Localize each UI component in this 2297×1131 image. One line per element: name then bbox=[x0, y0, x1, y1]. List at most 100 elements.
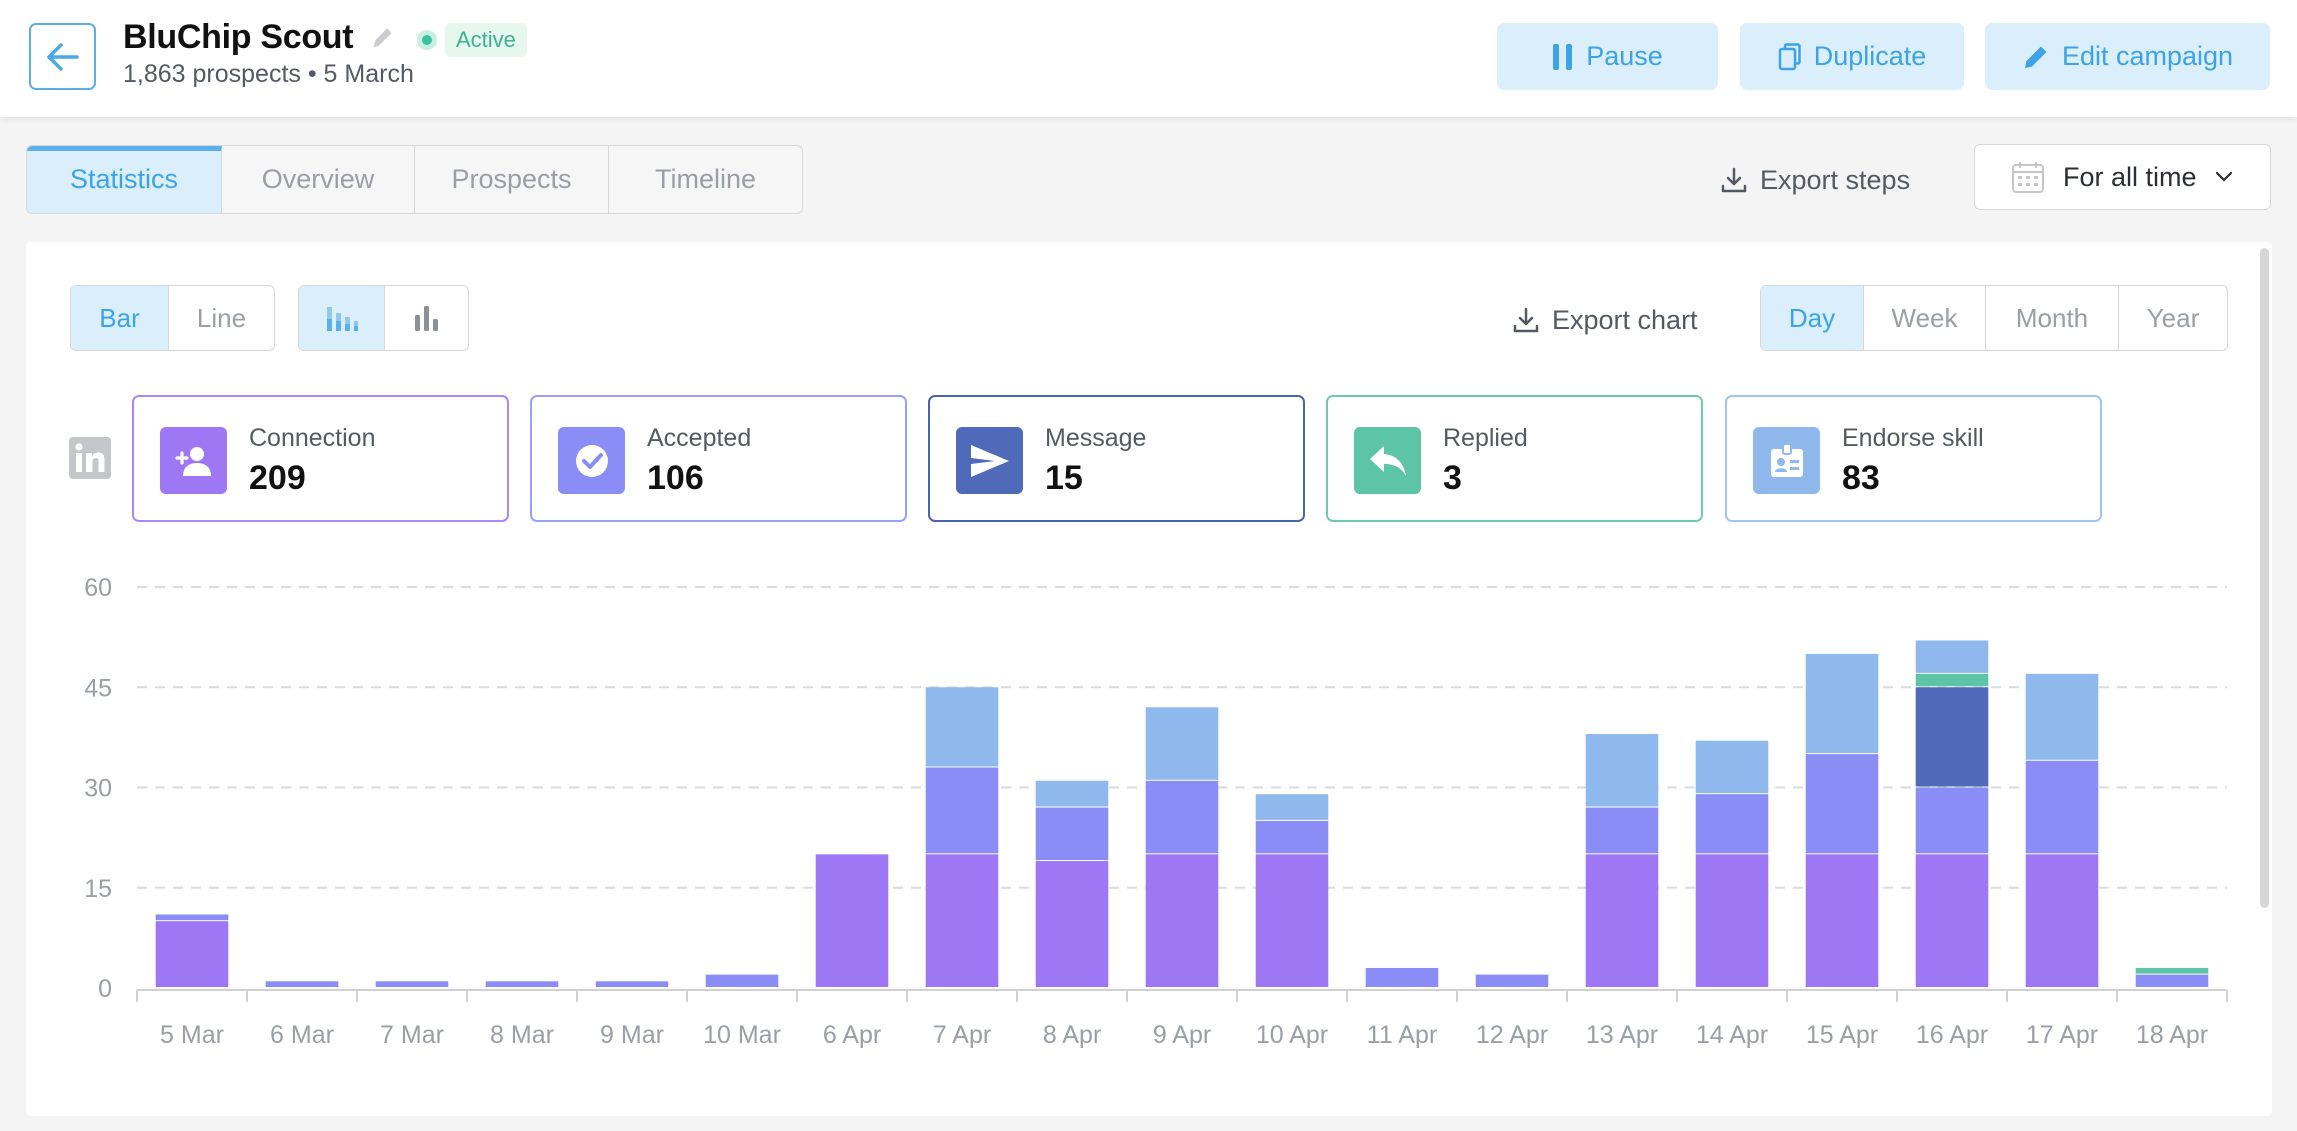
stat-card-message[interactable]: Message 15 bbox=[928, 395, 1305, 522]
stat-label: Message bbox=[1045, 424, 1147, 452]
stat-value: 106 bbox=[647, 459, 704, 497]
back-button[interactable] bbox=[29, 23, 96, 90]
stat-label: Connection bbox=[249, 424, 376, 452]
bar-segment bbox=[155, 921, 229, 987]
export-steps-button[interactable]: Export steps bbox=[1720, 160, 1910, 200]
download-icon bbox=[1721, 167, 1747, 193]
bar-segment bbox=[925, 854, 999, 987]
send-icon bbox=[956, 427, 1023, 494]
bar-segment bbox=[1585, 854, 1659, 987]
reply-icon bbox=[1354, 427, 1421, 494]
x-tick-label: 15 Apr bbox=[1806, 1021, 1878, 1049]
y-tick-label: 0 bbox=[98, 975, 112, 1003]
period-week[interactable]: Week bbox=[1864, 286, 1986, 350]
check-circle-icon bbox=[558, 427, 625, 494]
stat-card-connection[interactable]: Connection 209 bbox=[132, 395, 509, 522]
bar-segment bbox=[1915, 673, 1989, 687]
bar-segment bbox=[2025, 673, 2099, 760]
bar-segment bbox=[2135, 974, 2209, 987]
x-tick-label: 8 Apr bbox=[1043, 1021, 1101, 1049]
stat-value: 15 bbox=[1045, 459, 1083, 497]
x-tick-label: 11 Apr bbox=[1367, 1021, 1437, 1049]
pause-button[interactable]: Pause bbox=[1497, 23, 1718, 90]
linkedin-icon bbox=[69, 437, 111, 479]
bar-segment bbox=[1805, 653, 1879, 754]
calendar-icon bbox=[2012, 162, 2044, 193]
line-chart-option[interactable]: Line bbox=[196, 302, 247, 333]
export-chart-button[interactable]: Export chart bbox=[1512, 302, 1698, 338]
stacked-bars-option[interactable] bbox=[299, 286, 385, 350]
bar-segment bbox=[925, 767, 999, 854]
bar-segment bbox=[1695, 740, 1769, 794]
x-tick-label: 13 Apr bbox=[1586, 1021, 1658, 1049]
pause-label: Pause bbox=[1586, 41, 1663, 71]
tab-statistics[interactable]: Statistics bbox=[27, 146, 222, 213]
scrollbar[interactable] bbox=[2260, 248, 2269, 908]
stat-value: 209 bbox=[249, 459, 306, 497]
grouped-bars-option[interactable] bbox=[385, 286, 468, 350]
tab-timeline[interactable]: Timeline bbox=[654, 164, 757, 194]
x-tick-label: 18 Apr bbox=[2136, 1021, 2208, 1049]
stat-card-replied[interactable]: Replied 3 bbox=[1326, 395, 1703, 522]
bar-segment bbox=[2025, 760, 2099, 854]
arrow-left-icon bbox=[46, 42, 79, 71]
x-tick-label: 10 Mar bbox=[703, 1021, 781, 1049]
x-tick-label: 7 Apr bbox=[933, 1021, 991, 1049]
bar-segment bbox=[595, 981, 669, 987]
stacked-bars-icon bbox=[326, 307, 358, 331]
stat-card-endorse-skill[interactable]: Endorse skill 83 bbox=[1725, 395, 2102, 522]
period-year[interactable]: Year bbox=[2146, 302, 2200, 333]
bar-segment bbox=[705, 974, 779, 987]
bar-segment bbox=[1475, 974, 1549, 987]
date-filter-dropdown[interactable]: For all time bbox=[1974, 144, 2271, 210]
stat-label: Replied bbox=[1443, 424, 1528, 452]
edit-campaign-button[interactable]: Edit campaign bbox=[1985, 23, 2270, 90]
bar-segment bbox=[2025, 854, 2099, 987]
period-day[interactable]: Day bbox=[1761, 286, 1864, 350]
download-icon bbox=[1513, 307, 1539, 333]
badge-icon bbox=[1753, 427, 1820, 494]
bar-segment bbox=[1145, 854, 1219, 987]
x-tick-label: 12 Apr bbox=[1476, 1021, 1548, 1049]
status-indicator: Active bbox=[417, 22, 527, 57]
bar-segment bbox=[1035, 807, 1109, 861]
x-tick-label: 6 Mar bbox=[270, 1021, 334, 1049]
stat-card-accepted[interactable]: Accepted 106 bbox=[530, 395, 907, 522]
x-tick-label: 5 Mar bbox=[160, 1021, 224, 1049]
edit-title-icon[interactable] bbox=[370, 24, 396, 50]
bar-chart-icon bbox=[414, 306, 438, 331]
campaign-header: BluChip Scout Active 1,863 prospects • 5… bbox=[0, 0, 2297, 117]
x-tick-label: 14 Apr bbox=[1696, 1021, 1768, 1049]
bar-segment bbox=[265, 981, 339, 987]
tab-prospects[interactable]: Prospects bbox=[415, 146, 609, 213]
duplicate-button[interactable]: Duplicate bbox=[1740, 23, 1964, 90]
period-month[interactable]: Month bbox=[1986, 286, 2119, 350]
bar-segment bbox=[1805, 754, 1879, 854]
bar-segment bbox=[1255, 820, 1329, 854]
bar-segment bbox=[1035, 861, 1109, 987]
y-tick-label: 15 bbox=[84, 875, 112, 903]
x-tick-label: 6 Apr bbox=[823, 1021, 881, 1049]
bar-segment bbox=[1145, 780, 1219, 854]
person-add-icon bbox=[160, 427, 227, 494]
y-tick-label: 45 bbox=[84, 674, 112, 702]
export-chart-label: Export chart bbox=[1552, 304, 1698, 335]
tab-overview[interactable]: Overview bbox=[222, 146, 415, 213]
bar-segment bbox=[815, 854, 889, 987]
bar-segment bbox=[1805, 854, 1879, 987]
period-toggle: Day Week Month Year bbox=[1760, 285, 2228, 351]
y-tick-label: 60 bbox=[84, 574, 112, 602]
campaign-subtitle: 1,863 prospects • 5 March bbox=[123, 60, 414, 88]
bar-segment bbox=[375, 981, 449, 987]
bar-segment bbox=[1035, 780, 1109, 807]
pencil-icon bbox=[2024, 46, 2047, 68]
bar-chart-option[interactable]: Bar bbox=[71, 286, 169, 350]
bar-segment bbox=[925, 687, 999, 767]
bar-segment bbox=[1915, 787, 1989, 854]
bar-segment bbox=[1695, 794, 1769, 854]
bar-segment bbox=[1585, 734, 1659, 807]
bar-segment bbox=[485, 981, 559, 987]
stat-label: Endorse skill bbox=[1842, 424, 1984, 452]
stat-label: Accepted bbox=[647, 424, 752, 452]
bar-segment bbox=[1365, 967, 1439, 987]
